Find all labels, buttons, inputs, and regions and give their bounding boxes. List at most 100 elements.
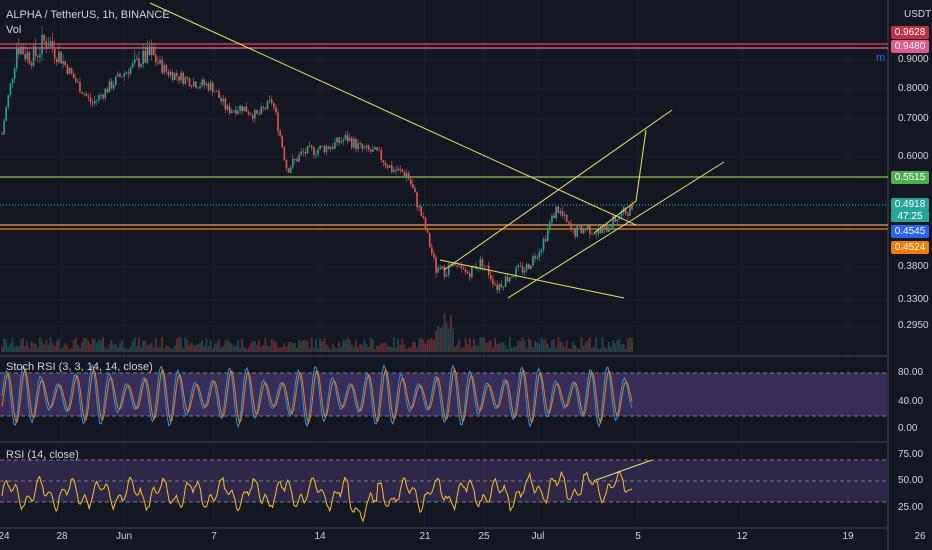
volume-bar <box>593 346 595 352</box>
volume-bar <box>494 338 496 352</box>
candle-body <box>24 54 26 60</box>
candle-body <box>28 52 31 64</box>
candle-body <box>275 107 277 113</box>
candle-body <box>11 78 14 84</box>
candle-body <box>357 143 359 150</box>
volume-bar <box>371 339 374 352</box>
volume-bar <box>563 346 566 352</box>
candle-body <box>540 250 543 253</box>
candle-body <box>55 58 58 63</box>
candle-body <box>580 225 583 234</box>
volume-bar <box>464 338 467 352</box>
volume-bar <box>424 343 427 352</box>
volume-bar <box>359 343 362 352</box>
volume-bar <box>135 346 138 352</box>
volume-bar <box>140 347 142 352</box>
candle-body <box>230 110 233 114</box>
candle-body <box>372 149 374 152</box>
candle-body <box>289 167 292 173</box>
volume-bar <box>5 339 8 352</box>
candle-body <box>593 233 595 235</box>
volume-bar <box>182 348 185 352</box>
candle-body <box>249 113 252 115</box>
candle-body <box>216 91 218 93</box>
volume-bar <box>87 340 90 352</box>
volume-bar <box>515 346 518 352</box>
candle-body <box>420 206 423 217</box>
candle-body <box>445 275 448 277</box>
volume-bar <box>20 339 22 352</box>
volume-bar <box>98 339 100 352</box>
candle-body <box>304 151 307 154</box>
candle-body <box>435 257 437 273</box>
candle-body <box>197 87 199 89</box>
volume-bar <box>85 338 88 352</box>
candle-body <box>582 228 585 234</box>
candle-body <box>157 62 159 64</box>
candle-body <box>563 214 566 216</box>
candle-body <box>125 72 128 74</box>
candle-body <box>589 225 591 234</box>
volume-bar <box>323 338 326 352</box>
volume-bar <box>62 347 65 352</box>
volume-bar <box>186 340 189 352</box>
volume-bar <box>241 338 244 352</box>
candle-body <box>390 165 393 172</box>
candle-body <box>595 233 597 235</box>
volume-bar <box>293 342 296 352</box>
candle-body <box>578 225 581 227</box>
volume-bar <box>41 341 43 352</box>
price-tick: 0.7000 <box>898 113 929 124</box>
candle-body <box>152 46 155 55</box>
candle-body <box>232 109 235 111</box>
volume-bar <box>315 339 317 352</box>
candle-body <box>110 81 113 89</box>
candle-body <box>266 100 269 109</box>
candle-body <box>302 151 305 153</box>
candle-body <box>367 145 370 150</box>
candle-body <box>441 266 444 269</box>
volume-bar <box>466 343 469 352</box>
candle-body <box>260 106 262 114</box>
time-tick: 14 <box>314 531 326 542</box>
volume-bar <box>133 337 136 352</box>
volume-bar <box>483 338 486 352</box>
candle-body <box>384 162 387 166</box>
volume-bar <box>1 346 3 352</box>
volume-bar <box>129 346 132 352</box>
candle-body <box>462 268 465 270</box>
volume-bar <box>32 343 35 352</box>
candle-body <box>426 229 429 233</box>
candle-body <box>121 76 123 78</box>
volume-bar <box>411 341 414 352</box>
candle-body <box>319 145 321 150</box>
candle-body <box>127 72 130 75</box>
volume-bar <box>599 348 602 352</box>
volume-bar <box>264 337 267 352</box>
candle-body <box>485 265 488 267</box>
volume-bar <box>393 337 395 352</box>
candle-body <box>74 78 77 82</box>
candle-body <box>32 46 35 66</box>
volume-bar <box>207 346 210 352</box>
candle-body <box>608 229 610 233</box>
candle-body <box>530 265 532 269</box>
candle-body <box>407 173 410 179</box>
volume-bar <box>150 342 153 352</box>
candle-body <box>138 58 140 67</box>
candle-body <box>37 56 39 58</box>
candle-body <box>39 54 41 58</box>
volume-bar <box>192 344 195 352</box>
time-tick: 24 <box>0 531 10 542</box>
candle-body <box>102 94 104 99</box>
candle-body <box>70 67 73 74</box>
volume-bar <box>270 339 273 352</box>
candle-body <box>108 81 111 93</box>
candle-body <box>30 63 33 66</box>
volume-bar <box>34 343 37 352</box>
volume-bar <box>13 346 16 352</box>
candle-body <box>26 52 29 60</box>
volume-bar <box>298 339 300 352</box>
volume-bar <box>304 340 307 352</box>
